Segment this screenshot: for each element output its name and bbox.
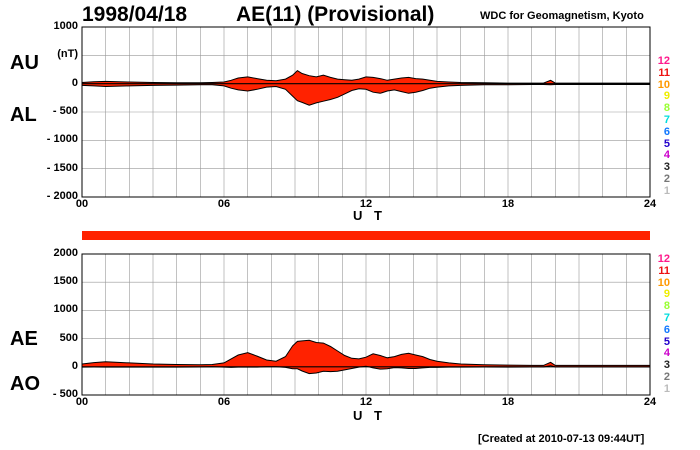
bottom-legend-item: 12 [657, 253, 670, 265]
top-legend-item: 7 [663, 114, 670, 126]
red-status-bar [82, 231, 650, 240]
top-fill-area [82, 70, 650, 106]
top-y-tick-label: 1000 [53, 20, 78, 32]
bottom-legend-item: 3 [663, 359, 670, 372]
ae-series-line [81, 339, 650, 366]
bottom-x-tick-label: 06 [217, 396, 231, 408]
data-source: WDC for Geomagnetism, Kyoto [480, 10, 644, 22]
bottom-legend-item: 7 [663, 312, 670, 324]
bottom-plot-frame [81, 253, 651, 396]
top-legend-item: 11 [658, 66, 670, 79]
bottom-legend-item: 11 [658, 264, 670, 277]
chart-date: 1998/04/18 [82, 3, 188, 26]
top-legend-item: 1 [663, 184, 670, 197]
top-x-tick-label: 24 [643, 198, 657, 210]
top-legend-item: 10 [657, 78, 670, 91]
top-x-tick-label: 18 [501, 198, 515, 210]
top-legend-item: 5 [663, 137, 670, 150]
top-legend-item: 12 [657, 55, 670, 67]
top-x-tick-label: 12 [359, 198, 373, 210]
top-y-tick-label: - 500 [52, 105, 78, 117]
top-x-tick-label: 06 [217, 198, 231, 210]
bottom-legend-item: 9 [663, 288, 670, 301]
bottom-legend-item: 10 [657, 276, 670, 289]
ae-label: AE [10, 328, 38, 350]
bottom-legend-item: 2 [663, 371, 670, 383]
bottom-y-tick-label: 500 [59, 331, 78, 344]
top-legend-item: 4 [663, 149, 670, 162]
bottom-x-tick-label: 24 [643, 396, 657, 408]
bottom-legend-item: 5 [663, 335, 670, 348]
top-legend-item: 6 [663, 125, 670, 138]
bottom-y-tick-label: 1000 [53, 303, 78, 316]
bottom-y-tick-label: 2000 [53, 247, 78, 259]
chart-title: AE(11) (Provisional) [236, 3, 435, 26]
bottom-x-tick-label: 12 [359, 396, 373, 408]
al-label: AL [10, 104, 37, 126]
al-series-line [81, 84, 650, 106]
top-y-tick-label: - 1000 [46, 133, 78, 146]
top-y-tick-label: (nT) [57, 48, 78, 61]
bottom-legend-item: 4 [663, 347, 670, 360]
top-legend-item: 9 [663, 90, 670, 103]
bottom-legend-item: 8 [663, 300, 670, 313]
au-series-line [81, 69, 650, 84]
bottom-y-tick-label: 0 [71, 359, 78, 372]
top-y-tick-label: - 2000 [46, 190, 78, 202]
bottom-y-tick-label: - 500 [52, 388, 78, 400]
top-y-tick-label: 0 [71, 76, 78, 89]
au-label: AU [10, 52, 39, 74]
top-legend-item: 2 [663, 173, 670, 185]
bottom-legend-item: 6 [663, 323, 670, 336]
bottom-y-tick-label: 1500 [53, 275, 78, 288]
top-y-tick-label: - 1500 [46, 161, 78, 174]
bottom-x-tick-label: 18 [501, 396, 515, 408]
ao-label: AO [10, 373, 40, 395]
top-plot-frame [81, 26, 651, 198]
top-legend-item: 8 [663, 102, 670, 115]
top-x-axis-title: U T [353, 208, 386, 223]
top-x-tick-label: 00 [75, 198, 89, 210]
bottom-x-axis-title: U T [353, 408, 386, 423]
top-legend-item: 3 [663, 161, 670, 174]
bottom-legend-item: 1 [663, 382, 670, 395]
created-timestamp: [Created at 2010-07-13 09:44UT] [478, 433, 645, 445]
bottom-x-tick-label: 00 [75, 396, 89, 408]
